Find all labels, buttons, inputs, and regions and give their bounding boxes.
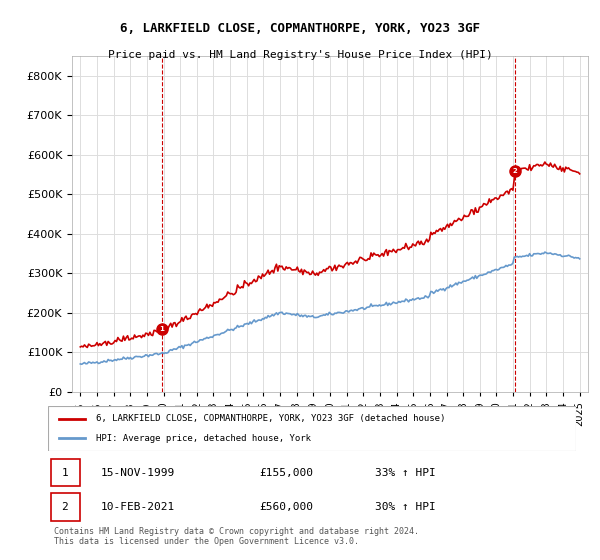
Text: Price paid vs. HM Land Registry's House Price Index (HPI): Price paid vs. HM Land Registry's House … xyxy=(107,50,493,60)
Text: 2: 2 xyxy=(62,502,68,512)
Text: 2: 2 xyxy=(513,168,517,174)
Text: 6, LARKFIELD CLOSE, COPMANTHORPE, YORK, YO23 3GF: 6, LARKFIELD CLOSE, COPMANTHORPE, YORK, … xyxy=(120,22,480,35)
FancyBboxPatch shape xyxy=(50,493,80,521)
FancyBboxPatch shape xyxy=(50,459,80,486)
Text: £560,000: £560,000 xyxy=(259,502,313,512)
Text: 33% ↑ HPI: 33% ↑ HPI xyxy=(376,468,436,478)
Text: 1: 1 xyxy=(62,468,68,478)
Text: Contains HM Land Registry data © Crown copyright and database right 2024.
This d: Contains HM Land Registry data © Crown c… xyxy=(54,526,419,546)
Text: 1: 1 xyxy=(159,326,164,332)
Text: 6, LARKFIELD CLOSE, COPMANTHORPE, YORK, YO23 3GF (detached house): 6, LARKFIELD CLOSE, COPMANTHORPE, YORK, … xyxy=(95,414,445,423)
Text: £155,000: £155,000 xyxy=(259,468,313,478)
Text: 15-NOV-1999: 15-NOV-1999 xyxy=(101,468,175,478)
Text: HPI: Average price, detached house, York: HPI: Average price, detached house, York xyxy=(95,434,311,443)
FancyBboxPatch shape xyxy=(48,406,576,451)
Text: 10-FEB-2021: 10-FEB-2021 xyxy=(101,502,175,512)
Text: 30% ↑ HPI: 30% ↑ HPI xyxy=(376,502,436,512)
